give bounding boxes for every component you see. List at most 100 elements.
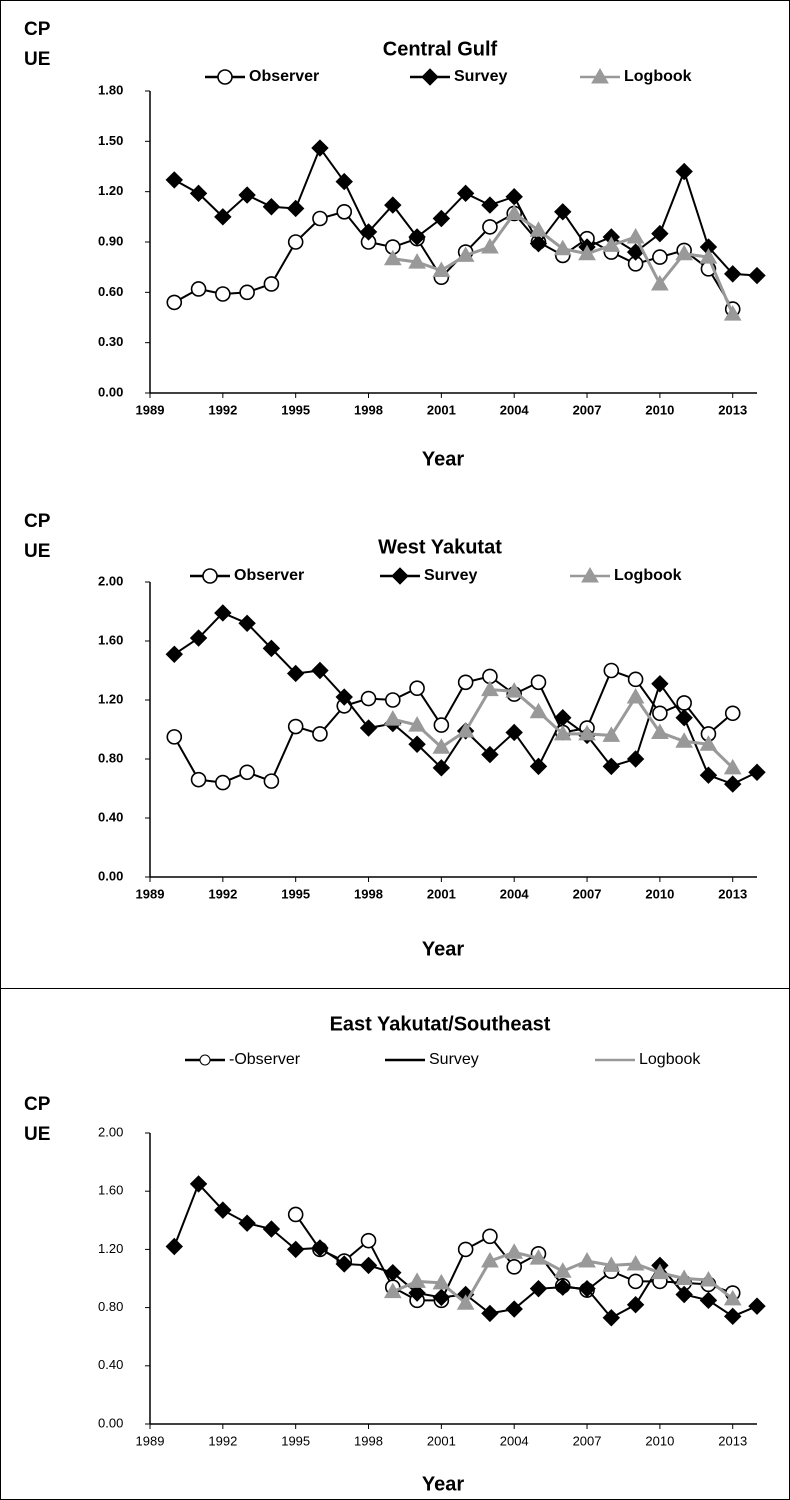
marker bbox=[214, 208, 232, 226]
marker bbox=[456, 246, 475, 262]
x-axis-label: Year bbox=[422, 448, 464, 470]
marker bbox=[554, 1278, 572, 1296]
marker bbox=[553, 1262, 572, 1278]
marker bbox=[652, 249, 668, 265]
marker bbox=[189, 184, 208, 203]
marker bbox=[505, 187, 523, 206]
marker bbox=[651, 723, 669, 739]
marker bbox=[675, 732, 694, 748]
legend-marker bbox=[391, 567, 409, 585]
legend-label: Observer bbox=[249, 68, 319, 85]
marker bbox=[238, 1214, 256, 1232]
marker bbox=[699, 248, 718, 264]
marker bbox=[286, 199, 305, 218]
marker bbox=[263, 773, 280, 789]
legend-marker bbox=[581, 566, 599, 583]
marker bbox=[433, 717, 450, 733]
marker bbox=[359, 1256, 378, 1275]
marker bbox=[456, 1294, 475, 1310]
marker bbox=[626, 688, 645, 704]
series-line bbox=[392, 211, 735, 315]
marker bbox=[602, 757, 621, 776]
marker bbox=[699, 735, 718, 751]
marker bbox=[602, 1309, 621, 1327]
marker bbox=[748, 1297, 766, 1315]
y-axis-label: CP bbox=[24, 1094, 51, 1115]
marker bbox=[627, 1273, 644, 1290]
marker bbox=[675, 162, 693, 181]
legend-label: Observer bbox=[234, 567, 304, 584]
marker bbox=[335, 1255, 353, 1273]
x-tick-label: 1995 bbox=[281, 886, 310, 901]
marker bbox=[165, 645, 183, 663]
marker bbox=[724, 705, 741, 722]
marker bbox=[432, 1288, 451, 1307]
legend-label: Survey bbox=[454, 68, 507, 85]
marker bbox=[723, 305, 742, 321]
x-tick-label: 2010 bbox=[645, 402, 674, 417]
y-tick-label: 0.80 bbox=[98, 1299, 123, 1314]
marker bbox=[408, 716, 426, 732]
marker bbox=[432, 261, 451, 278]
marker bbox=[506, 1259, 523, 1275]
marker bbox=[262, 198, 281, 216]
marker bbox=[602, 1256, 621, 1272]
x-tick-label: 2001 bbox=[427, 1433, 456, 1448]
y-tick-label: 0.80 bbox=[98, 750, 123, 765]
marker bbox=[336, 204, 353, 220]
x-tick-label: 1989 bbox=[136, 886, 165, 901]
marker bbox=[505, 1300, 523, 1318]
marker bbox=[530, 674, 547, 691]
y-tick-label: 0.00 bbox=[98, 384, 123, 399]
legend-label: Logbook bbox=[614, 567, 682, 584]
marker bbox=[602, 726, 621, 742]
marker bbox=[311, 1239, 329, 1257]
marker bbox=[675, 244, 694, 261]
marker bbox=[238, 614, 256, 633]
marker bbox=[554, 708, 572, 727]
marker bbox=[190, 771, 207, 788]
marker bbox=[456, 184, 475, 203]
marker bbox=[481, 1304, 499, 1323]
marker bbox=[626, 227, 645, 244]
y-tick-label: 1.20 bbox=[98, 691, 123, 706]
marker bbox=[456, 721, 475, 738]
x-tick-label: 2001 bbox=[427, 402, 456, 417]
marker bbox=[287, 1206, 304, 1223]
marker bbox=[239, 284, 255, 301]
marker bbox=[432, 1273, 451, 1290]
marker bbox=[529, 234, 548, 253]
x-tick-label: 2004 bbox=[500, 886, 530, 901]
marker bbox=[408, 1272, 426, 1288]
y-axis-label: CP bbox=[24, 19, 51, 40]
y-tick-label: 0.30 bbox=[98, 334, 123, 349]
legend-label: Logbook bbox=[639, 1051, 701, 1068]
marker bbox=[165, 171, 183, 189]
marker bbox=[457, 674, 474, 691]
chart-title: Central Gulf bbox=[383, 38, 498, 60]
marker bbox=[553, 724, 572, 741]
y-tick-label: 1.20 bbox=[98, 1241, 123, 1256]
x-tick-label: 1992 bbox=[208, 402, 237, 417]
marker bbox=[505, 723, 523, 742]
marker bbox=[383, 710, 402, 726]
marker bbox=[238, 186, 256, 204]
marker bbox=[360, 1232, 377, 1249]
legend-label: Survey bbox=[429, 1051, 479, 1068]
marker bbox=[529, 1279, 548, 1298]
marker bbox=[359, 719, 378, 737]
marker bbox=[578, 244, 596, 261]
marker bbox=[626, 750, 645, 768]
marker bbox=[189, 1175, 208, 1193]
marker bbox=[359, 223, 378, 241]
chart-title: West Yakutat bbox=[378, 536, 502, 558]
marker bbox=[724, 1307, 742, 1326]
marker bbox=[214, 1201, 232, 1219]
marker bbox=[166, 294, 183, 311]
marker bbox=[409, 680, 425, 697]
marker bbox=[432, 209, 451, 228]
x-axis-label: Year bbox=[422, 938, 464, 960]
marker bbox=[312, 210, 328, 227]
x-tick-label: 2001 bbox=[427, 886, 456, 901]
